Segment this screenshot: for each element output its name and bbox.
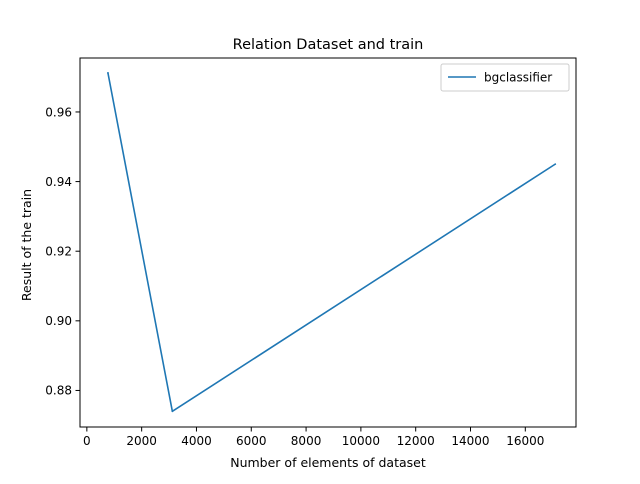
y-axis-label: Result of the train	[19, 189, 34, 301]
x-tick-label: 0	[83, 434, 91, 448]
chart-title: Relation Dataset and train	[233, 37, 424, 53]
x-axis-label: Number of elements of dataset	[230, 455, 426, 470]
x-tick-label: 12000	[397, 434, 435, 448]
legend-frame	[440, 63, 570, 92]
y-tick-label: 0.96	[45, 105, 72, 119]
data-point-0-1	[171, 410, 174, 413]
axes-frame	[79, 57, 577, 428]
x-tick-label: 10000	[342, 434, 380, 448]
y-tick-label: 0.90	[45, 314, 72, 328]
y-tick-label: 0.94	[45, 175, 72, 189]
legend: bgclassifier	[440, 63, 570, 92]
x-tick-label: 8000	[291, 434, 322, 448]
x-tick-label: 14000	[451, 434, 489, 448]
x-tick-label: 6000	[236, 434, 267, 448]
data-point-0-0	[107, 72, 109, 74]
x-tick-label: 16000	[506, 434, 544, 448]
x-tick-label: 2000	[126, 434, 157, 448]
y-tick-label: 0.88	[45, 384, 72, 398]
y-tick-label: 0.92	[45, 245, 72, 259]
x-tick-label: 4000	[181, 434, 212, 448]
plot-area: 0 2000 4000 6000 8000 10000 12000 14000 16000 0.8…	[45, 57, 577, 448]
data-point-0-2	[554, 163, 556, 165]
legend-label-bgclassifier: bgclassifier	[484, 71, 552, 85]
